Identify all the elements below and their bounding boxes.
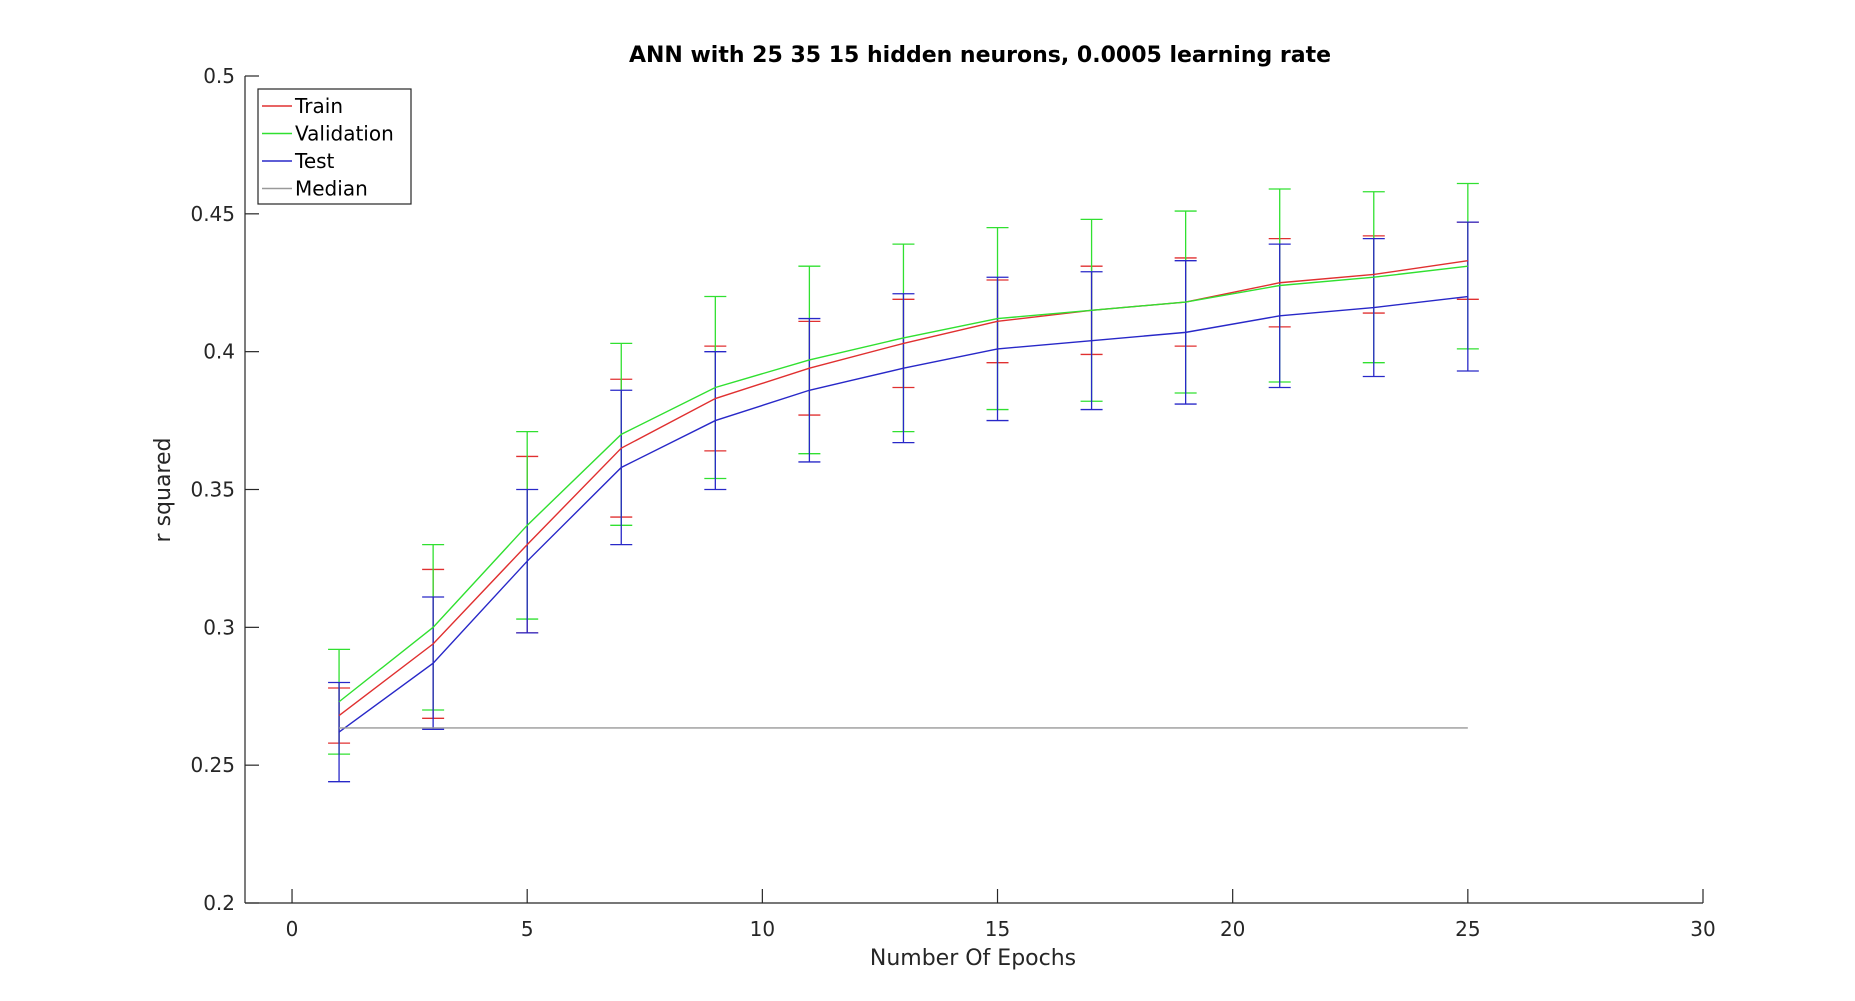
test-series-line <box>338 295 1468 733</box>
x-tick-label: 25 <box>1455 917 1480 941</box>
chart-title: ANN with 25 35 15 hidden neurons, 0.0005… <box>629 43 1331 68</box>
x-tick-label: 30 <box>1690 917 1715 941</box>
axes: 0 5 10 15 20 25 30 0.2 0.25 0.3 0.35 0.4 0.45 0.5 <box>190 64 1715 941</box>
x-tick-label: 20 <box>1220 917 1245 941</box>
legend-box <box>257 88 412 205</box>
train-series-line <box>338 260 1468 717</box>
legend: Train Validation Test Median <box>257 88 412 205</box>
x-axis-label: Number Of Epochs <box>870 946 1076 971</box>
y-tick-label: 0.5 <box>203 64 235 88</box>
legend-label-median: Median <box>295 177 368 201</box>
x-tick-label: 0 <box>286 917 299 941</box>
y-tick-label: 0.25 <box>190 753 235 777</box>
plot-area <box>328 182 1479 783</box>
y-tick-label: 0.35 <box>190 478 235 502</box>
y-tick-label: 0.3 <box>203 615 235 639</box>
x-tick-label: 5 <box>521 917 534 941</box>
y-tick-label: 0.4 <box>203 340 235 364</box>
x-tick-label: 15 <box>985 917 1010 941</box>
y-tick-label: 0.2 <box>203 891 235 915</box>
validation-series-line <box>338 265 1468 703</box>
y-tick-label: 0.45 <box>190 202 235 226</box>
y-axis-label: r squared <box>151 438 176 543</box>
legend-label-train: Train <box>294 94 343 118</box>
x-tick-label: 10 <box>750 917 775 941</box>
legend-label-test: Test <box>294 149 335 173</box>
legend-label-validation: Validation <box>295 122 394 146</box>
